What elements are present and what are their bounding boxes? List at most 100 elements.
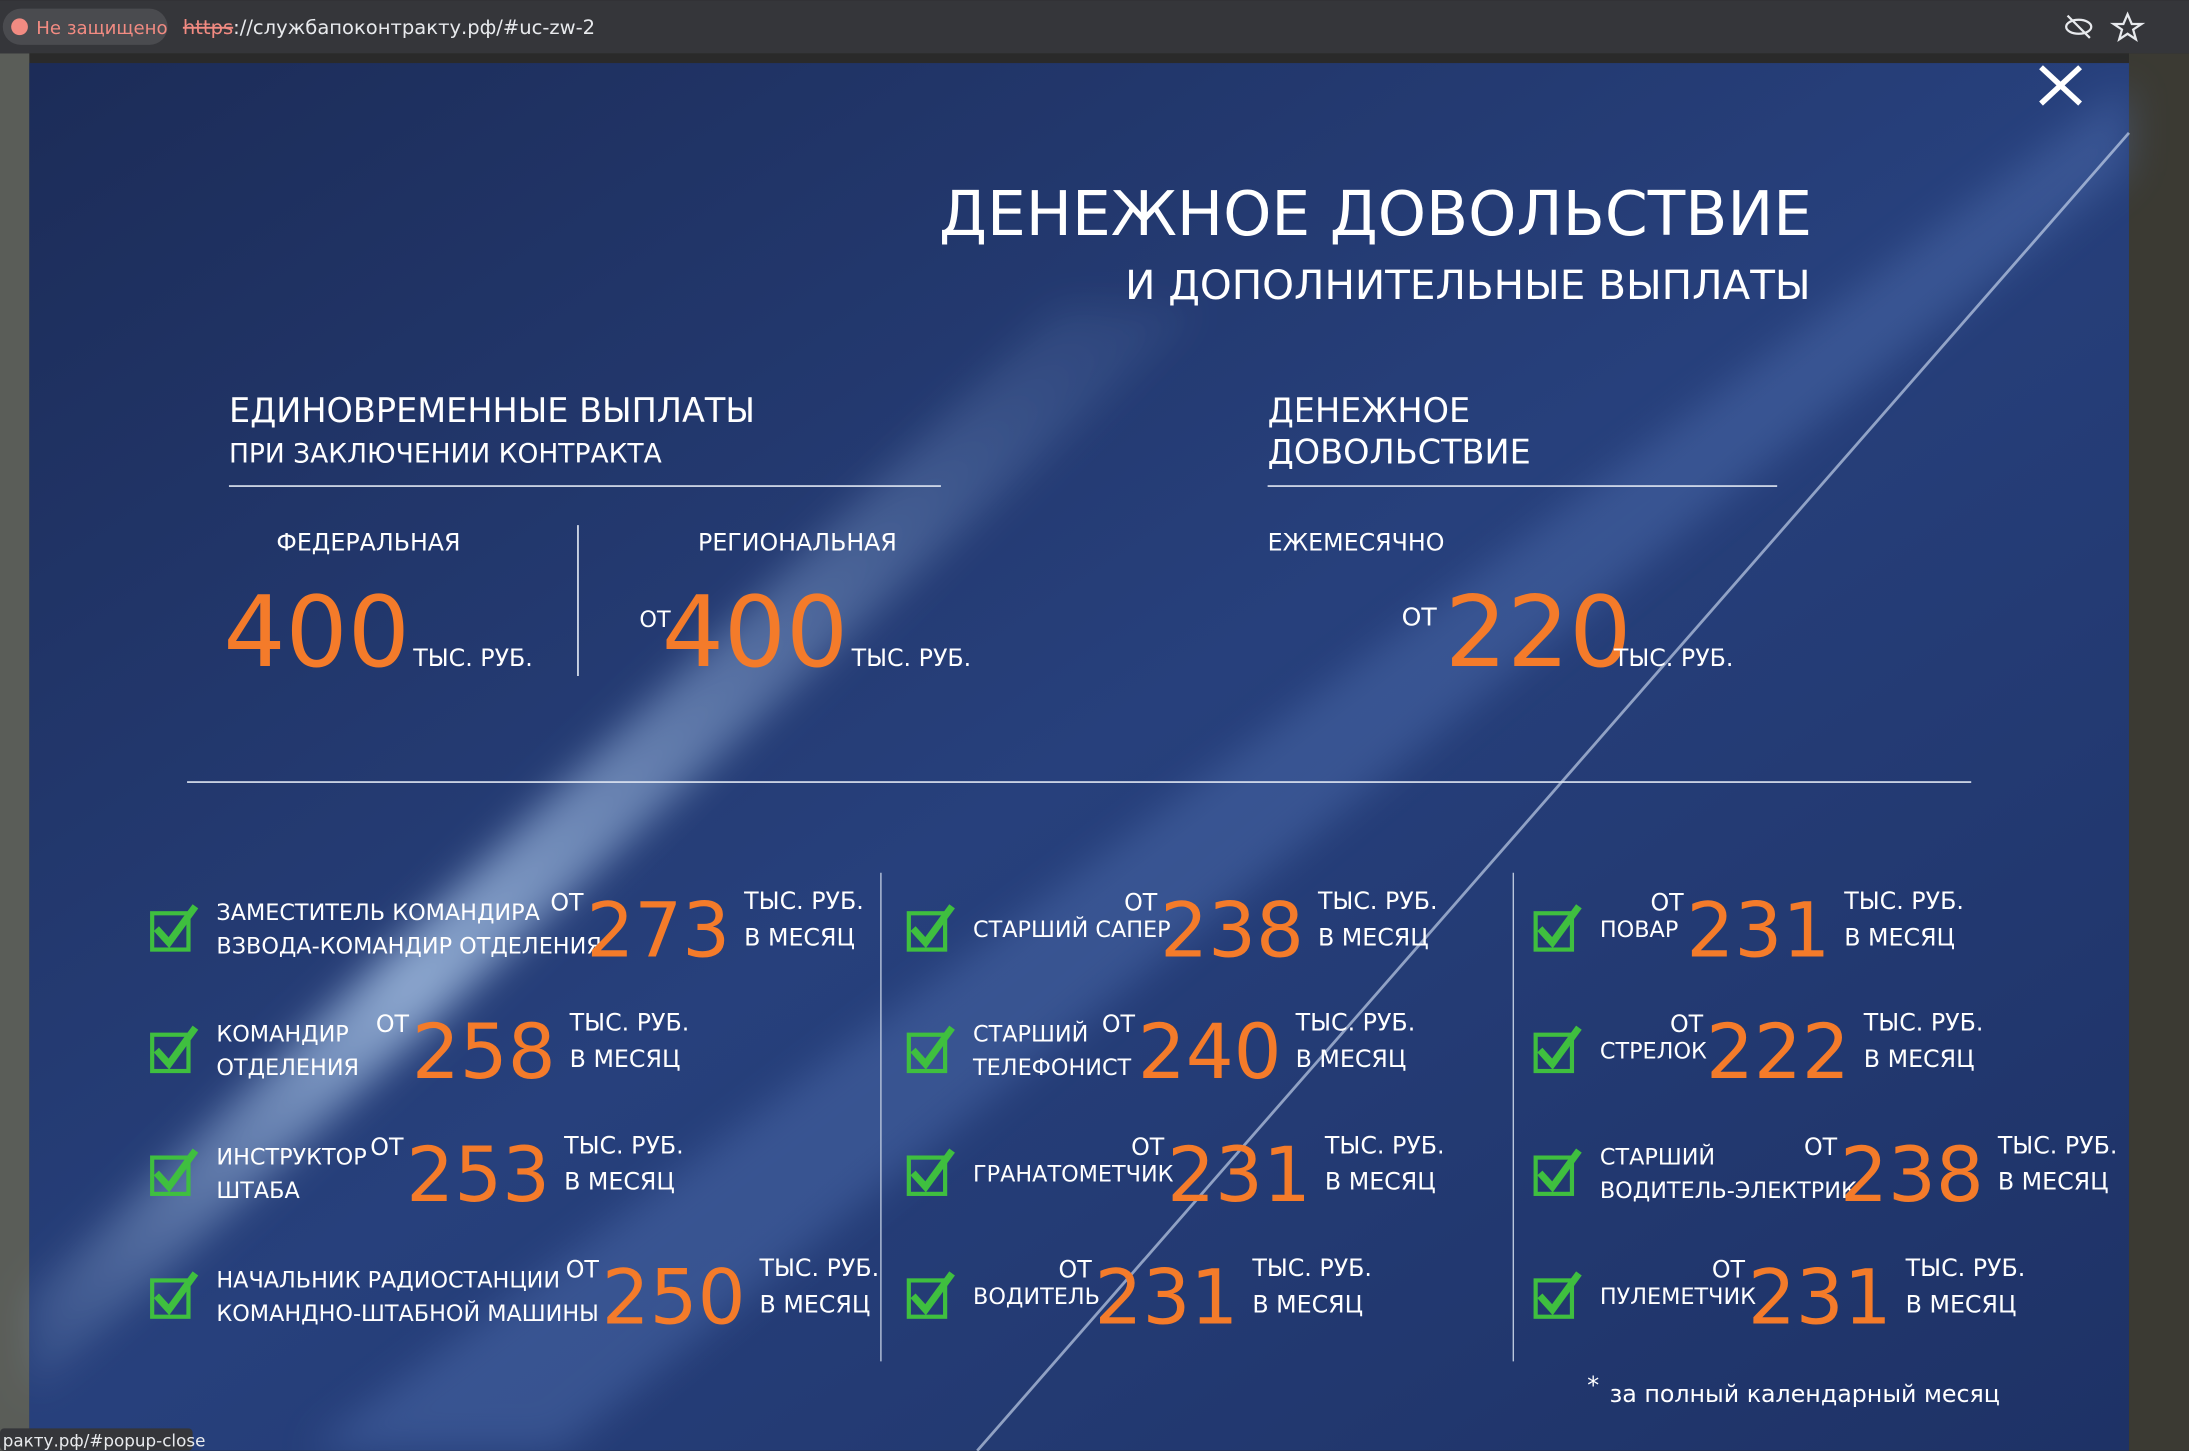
position-amount: 238 — [1160, 887, 1304, 975]
checkbox — [1533, 911, 1575, 952]
check-mark — [910, 1148, 955, 1193]
position-amount: 238 — [1840, 1131, 1984, 1219]
light-streak — [29, 84, 2131, 1451]
position-prefix: ОТ — [1712, 1256, 1746, 1284]
status-url: ракту.рф/#popup-close — [3, 1431, 206, 1451]
position-title: КОМАНДИР — [216, 1022, 348, 1048]
checkbox — [906, 1278, 948, 1319]
checkbox — [1533, 1155, 1575, 1196]
position-prefix: ОТ — [1059, 1256, 1093, 1284]
checkbox — [150, 1155, 191, 1196]
position-amount: 222 — [1706, 1008, 1850, 1096]
position-title: СТАРШИЙ — [1600, 1143, 1715, 1171]
section-subheading: ПРИ ЗАКЛЮЧЕНИИ КОНТРАКТА — [229, 438, 662, 469]
position-unit: В МЕСЯЦ — [744, 923, 855, 951]
position-unit: В МЕСЯЦ — [1864, 1045, 1975, 1073]
security-label: Не защищено — [36, 18, 167, 39]
section-heading: ДОВОЛЬСТВИЕ — [1268, 433, 1531, 472]
footnote: * за полный календарный месяц — [1587, 1372, 2000, 1408]
position-title: СТРЕЛОК — [1600, 1038, 1707, 1064]
checkbox — [150, 1278, 191, 1319]
position-unit: ТЫС. РУБ. — [569, 1009, 690, 1037]
position-amount: 250 — [602, 1254, 746, 1342]
url[interactable]: https://службапоконтракту.рф/#uc-zw-2 — [183, 16, 595, 39]
check-mark — [1537, 904, 1582, 949]
position-unit: ТЫС. РУБ. — [759, 1254, 880, 1282]
section-heading: ДЕНЕЖНОЕ — [1268, 391, 1471, 430]
position-title: ШТАБА — [216, 1178, 300, 1204]
position-prefix: ОТ — [370, 1133, 404, 1161]
payment-prefix: ОТ — [639, 607, 671, 633]
checkbox — [150, 911, 191, 952]
checkbox — [906, 1032, 948, 1074]
position-title: ОТДЕЛЕНИЯ — [216, 1055, 359, 1081]
check-mark — [910, 1025, 955, 1070]
close-button[interactable] — [2039, 65, 2083, 106]
position-unit: ТЫС. РУБ. — [1997, 1131, 2118, 1159]
position-title: НАЧАЛЬНИК РАДИОСТАНЦИИ — [216, 1267, 560, 1293]
position-amount: 258 — [412, 1008, 556, 1096]
section-heading: ЕДИНОВРЕМЕННЫЕ ВЫПЛАТЫ — [229, 391, 755, 430]
checkbox — [906, 911, 948, 952]
position-unit: В МЕСЯЦ — [1296, 1045, 1407, 1073]
payment-label: РЕГИОНАЛЬНАЯ — [698, 528, 897, 556]
position-unit: В МЕСЯЦ — [1844, 923, 1955, 951]
position-prefix: ОТ — [376, 1010, 410, 1038]
position-title: ПОВАР — [1600, 917, 1678, 943]
position-prefix: ОТ — [1670, 1010, 1704, 1038]
position-prefix: ОТ — [1804, 1133, 1838, 1161]
position-title: СТАРШИЙ — [973, 1020, 1088, 1048]
position-title: ЗАМЕСТИТЕЛЬ КОМАНДИРА — [216, 900, 540, 926]
position-prefix: ОТ — [550, 888, 584, 916]
toolbar-icons[interactable] — [2065, 11, 2146, 42]
position-unit: ТЫС. РУБ. — [1863, 1009, 1984, 1037]
check-mark — [153, 1148, 199, 1193]
position-unit: ТЫС. РУБ. — [1295, 1009, 1416, 1037]
position-title: ВОДИТЕЛЬ-ЭЛЕКТРИК — [1600, 1178, 1857, 1204]
browser-toolbar — [0, 0, 2189, 54]
position-amount: 240 — [1138, 1008, 1282, 1096]
position-title: ГРАНАТОМЕТЧИК — [973, 1161, 1174, 1187]
check-mark — [153, 904, 199, 949]
payment-label: ФЕДЕРАЛЬНАЯ — [276, 528, 460, 556]
position-prefix: ОТ — [1650, 888, 1684, 916]
checkbox — [906, 1155, 948, 1196]
position-title: ВОДИТЕЛЬ — [973, 1284, 1100, 1310]
footnote-mark: * — [1587, 1372, 1599, 1400]
position-prefix: ОТ — [566, 1256, 600, 1284]
checkbox — [1533, 1278, 1575, 1319]
position-unit: В МЕСЯЦ — [570, 1045, 681, 1073]
position-title: ТЕЛЕФОНИСТ — [972, 1055, 1132, 1081]
position-unit: В МЕСЯЦ — [1906, 1291, 2017, 1319]
check-mark — [910, 1271, 955, 1316]
check-mark — [153, 1025, 199, 1070]
security-chip[interactable] — [2, 8, 168, 45]
checkbox — [1533, 1032, 1575, 1074]
status-bar — [0, 1428, 193, 1451]
footnote-text: за полный календарный месяц — [1610, 1380, 2000, 1408]
position-unit: В МЕСЯЦ — [1998, 1168, 2109, 1196]
check-mark — [1537, 1025, 1582, 1070]
check-mark — [1537, 1271, 1582, 1316]
position-amount: 231 — [1167, 1131, 1311, 1219]
position-amount: 231 — [1095, 1254, 1239, 1342]
url-scheme: https — [183, 16, 233, 39]
payment-unit: ТЫС. РУБ. — [851, 644, 972, 672]
payment-amount: 400 — [662, 576, 849, 690]
url-rest: ://службапоконтракту.рф/#uc-zw-2 — [233, 16, 595, 39]
position-title: ПУЛЕМЕТЧИК — [1600, 1284, 1756, 1310]
checkbox — [150, 1032, 191, 1074]
position-title: ВЗВОДА-КОМАНДИР ОТДЕЛЕНИЯ — [216, 934, 601, 960]
payment-unit: ТЫС. РУБ. — [412, 644, 533, 672]
position-amount: 231 — [1748, 1254, 1892, 1342]
position-unit: ТЫС. РУБ. — [1843, 887, 1964, 915]
position-unit: ТЫС. РУБ. — [1251, 1254, 1372, 1282]
position-title: ИНСТРУКТОР — [216, 1145, 366, 1171]
positions: ЗАМЕСТИТЕЛЬ КОМАНДИРА ВЗВОДА-КОМАНДИР ОТД… — [150, 887, 2118, 1342]
position-unit: ТЫС. РУБ. — [1317, 887, 1438, 915]
position-unit: В МЕСЯЦ — [1252, 1291, 1363, 1319]
popup-title: ДЕНЕЖНОЕ ДОВОЛЬСТВИЕ — [939, 179, 1812, 250]
popup — [29, 63, 2129, 1451]
